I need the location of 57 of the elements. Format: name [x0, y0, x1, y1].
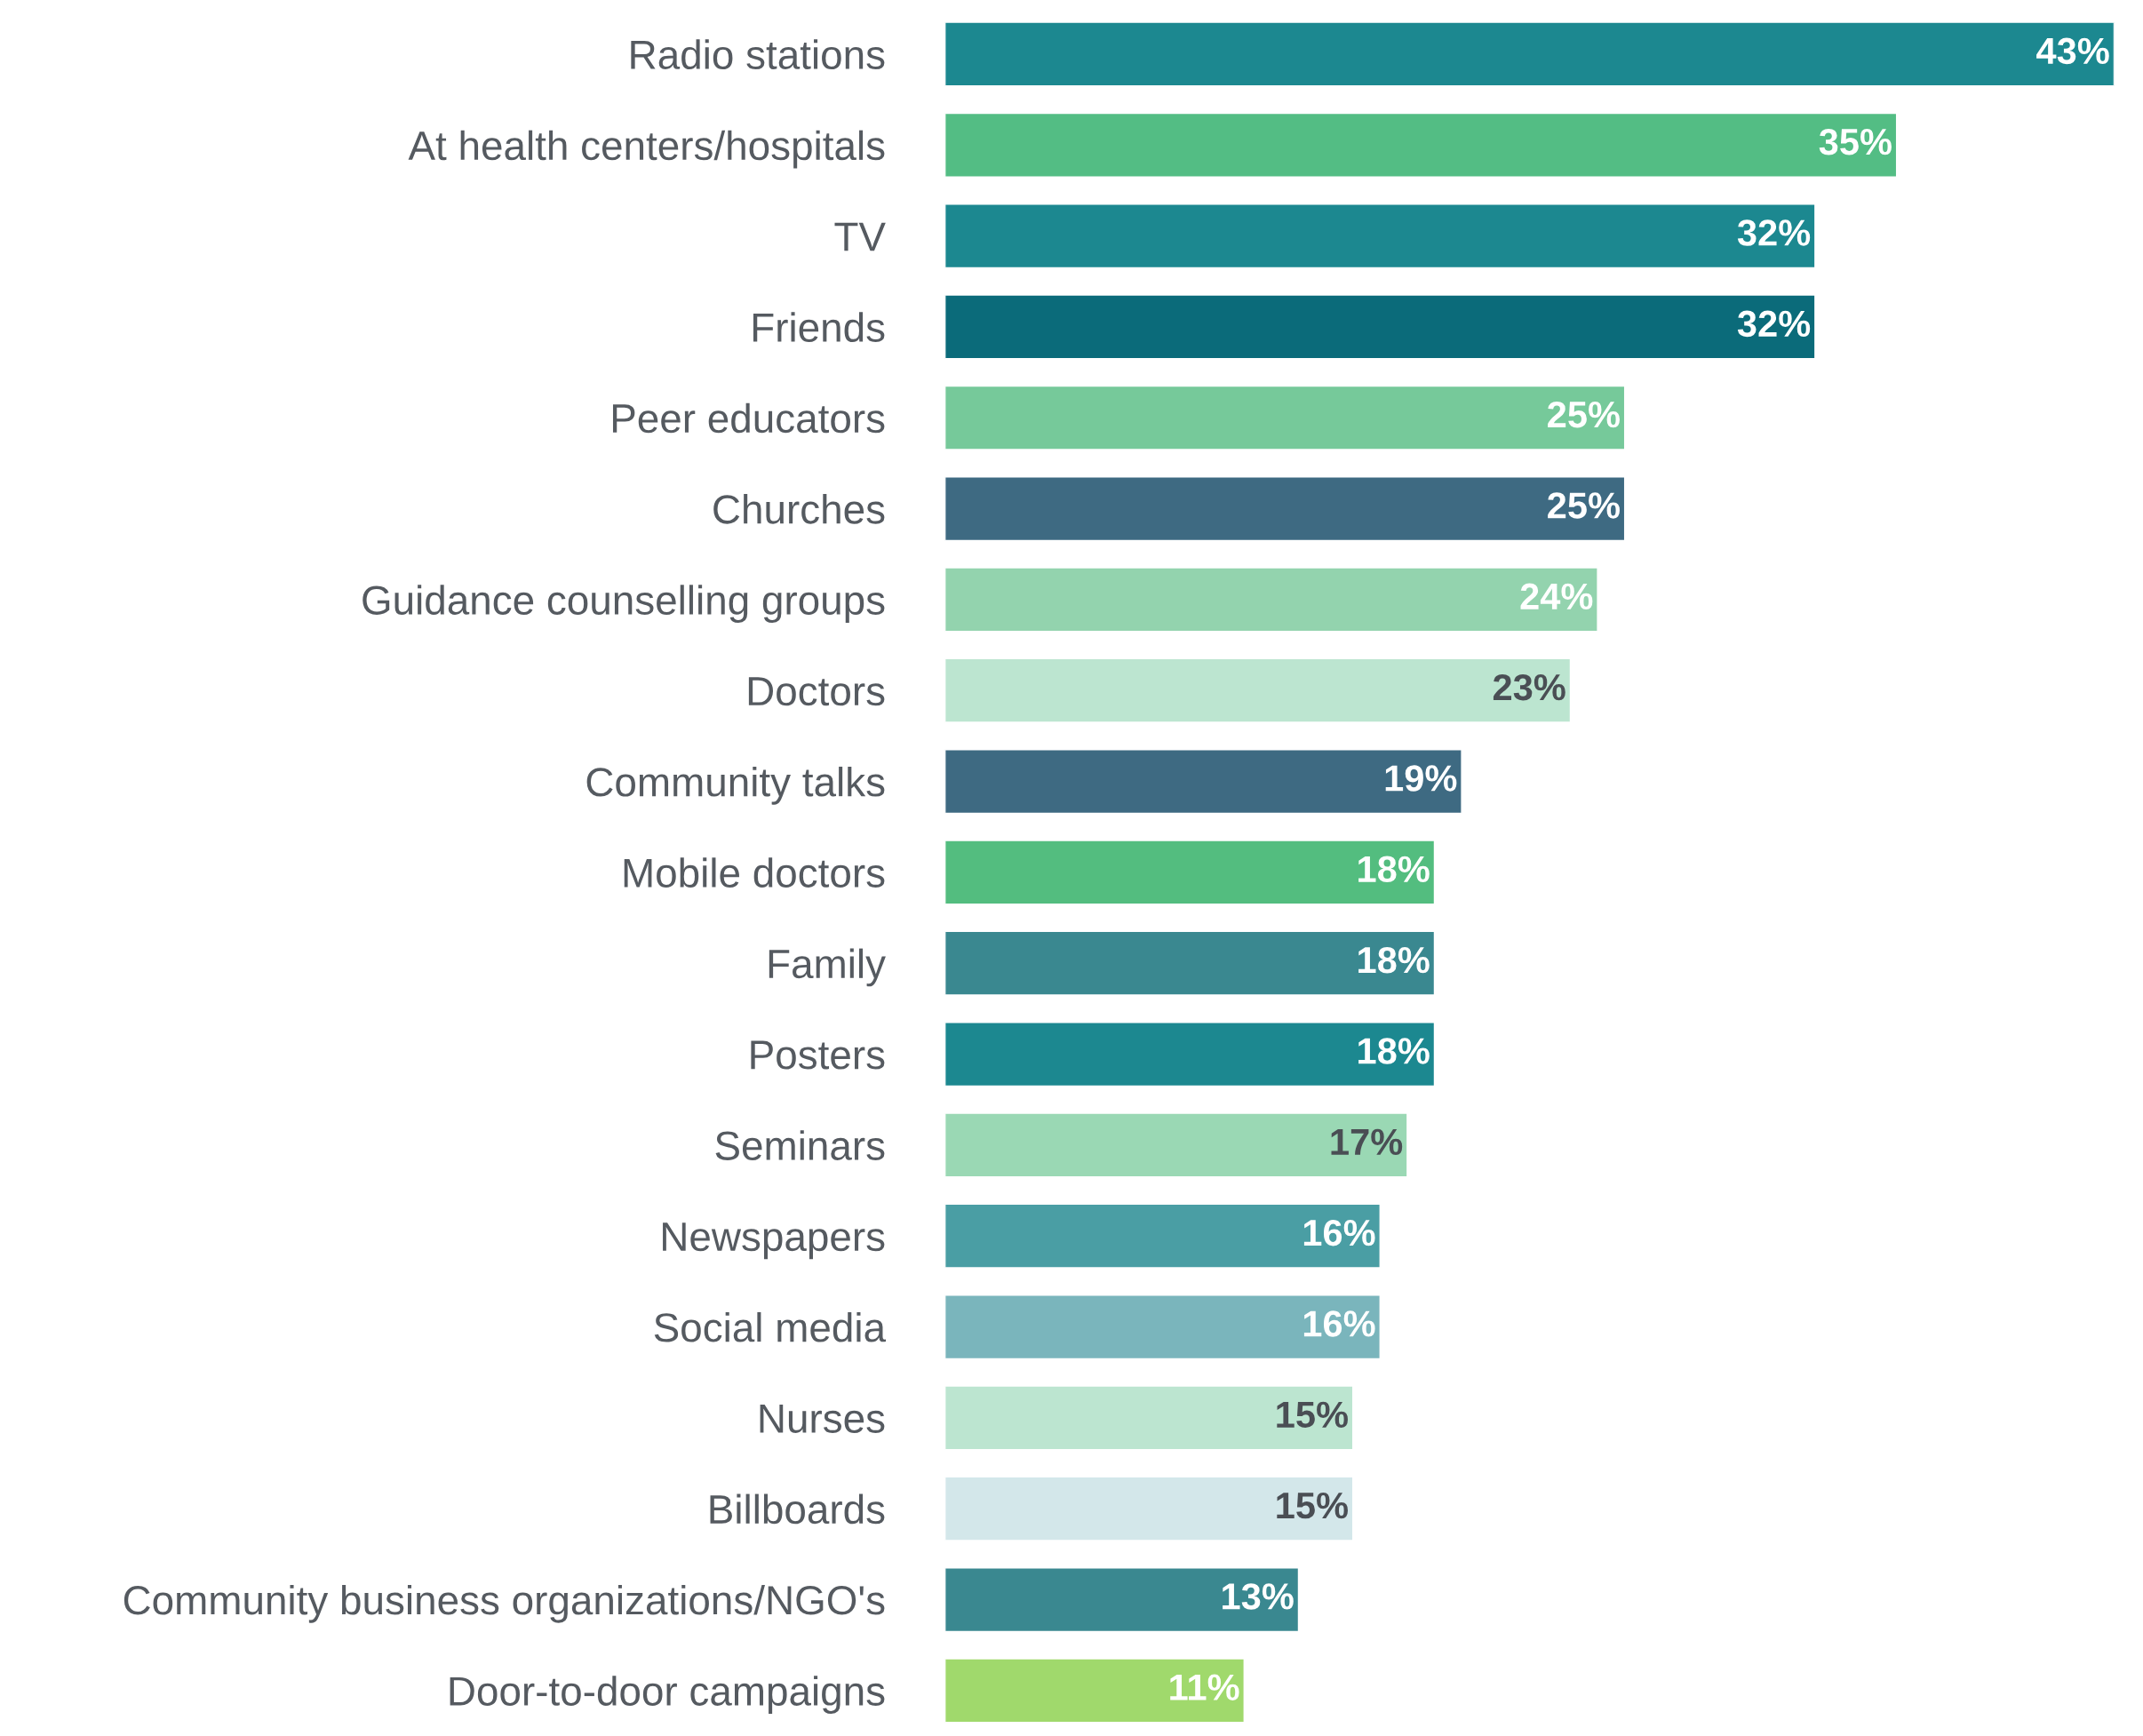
- y-tick-label: Friends: [753, 312, 885, 342]
- data-label: 18%: [1358, 1038, 1430, 1064]
- bar: [944, 1022, 1436, 1087]
- data-label: 19%: [1385, 765, 1457, 792]
- bar: [944, 1385, 1354, 1451]
- data-label: 32%: [1737, 219, 1811, 246]
- bar: [944, 567, 1598, 633]
- bar: [944, 1476, 1354, 1541]
- data-label: 13%: [1223, 1583, 1294, 1610]
- data-label: 25%: [1548, 401, 1620, 428]
- data-label: 16%: [1303, 1310, 1375, 1337]
- bar: [944, 1294, 1381, 1360]
- bar: [944, 294, 1816, 360]
- y-tick-label: Seminars: [715, 1130, 885, 1160]
- bar: [944, 476, 1626, 542]
- data-label: 25%: [1548, 492, 1620, 519]
- data-label: 23%: [1493, 673, 1565, 701]
- y-tick-label: Doctors: [748, 677, 885, 706]
- data-label: 35%: [1819, 128, 1892, 155]
- data-label: 24%: [1520, 583, 1593, 609]
- data-label: 18%: [1358, 856, 1430, 883]
- bar: [944, 1658, 1245, 1724]
- bar: [944, 1112, 1408, 1178]
- bar: [944, 385, 1626, 450]
- data-label: 16%: [1303, 1219, 1375, 1246]
- data-label: 43%: [2036, 37, 2109, 65]
- y-tick-label: Radio stations: [631, 39, 885, 69]
- bar: [944, 21, 2115, 87]
- y-tick-label: Community business organizations/NGO's: [123, 1584, 885, 1623]
- y-tick-label: Billboards: [710, 1493, 885, 1525]
- bar: [944, 1203, 1381, 1269]
- y-tick-label: At health centers/hospitals: [408, 130, 885, 169]
- y-tick-label: Nurses: [760, 1404, 885, 1433]
- bar: [944, 930, 1436, 996]
- bar: [944, 203, 1816, 269]
- y-tick-label: Newspapers: [663, 1222, 885, 1260]
- y-tick-label: TV: [834, 222, 886, 251]
- y-tick-label: Community talks: [586, 766, 885, 805]
- y-tick-label: Churches: [713, 493, 885, 524]
- y-tick-label: Social media: [654, 1311, 887, 1342]
- bar: [944, 840, 1436, 905]
- bar: [944, 749, 1462, 815]
- bar: [944, 112, 1898, 178]
- y-tick-label: Posters: [751, 1040, 885, 1070]
- y-tick-label: Mobile doctors: [624, 857, 885, 888]
- y-tick-label: Peer educators: [612, 402, 885, 434]
- data-label: 18%: [1358, 946, 1430, 974]
- data-label: 15%: [1277, 1401, 1348, 1429]
- y-tick-label: Guidance counselling groups: [362, 585, 885, 624]
- data-label: 15%: [1277, 1492, 1348, 1519]
- bar: [944, 1566, 1300, 1633]
- y-tick-label: Family: [769, 948, 886, 987]
- bar: [944, 657, 1572, 723]
- data-label: 32%: [1737, 310, 1811, 338]
- y-tick-label: Door-to-door campaigns: [450, 1676, 885, 1714]
- data-label: 11%: [1170, 1674, 1239, 1700]
- data-label: 17%: [1331, 1128, 1403, 1155]
